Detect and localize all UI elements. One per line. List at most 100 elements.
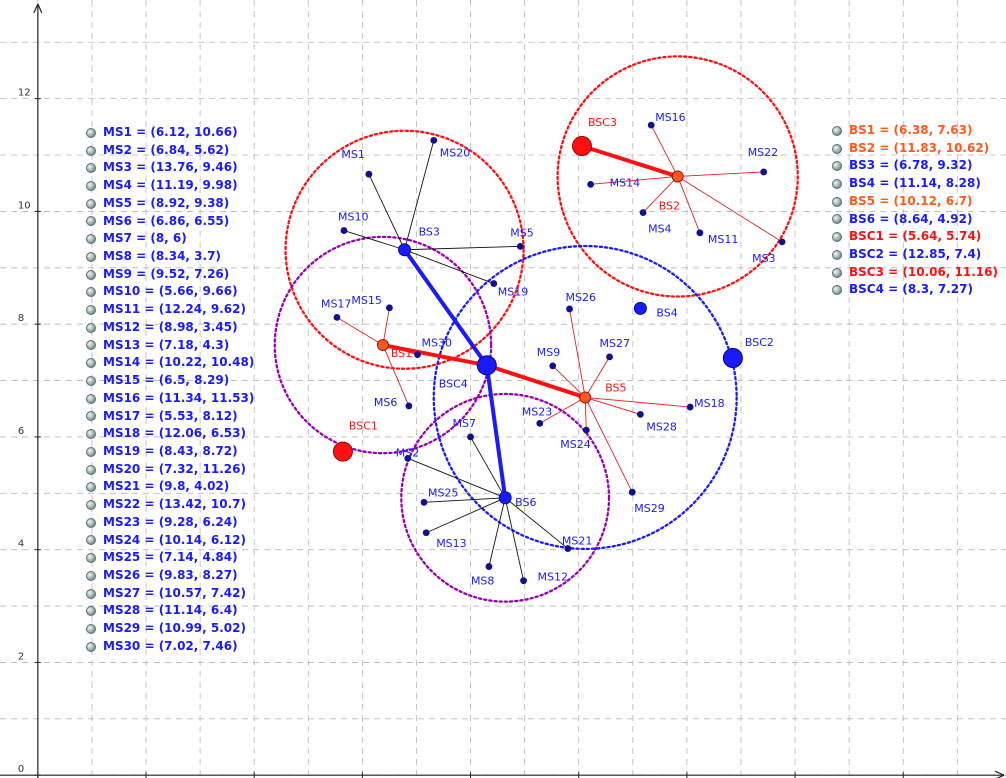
visibility-toggle-icon[interactable] (86, 641, 96, 652)
legend-text: MS3 = (13.76, 9.46) (103, 160, 238, 175)
visibility-toggle-icon[interactable] (86, 287, 96, 298)
visibility-toggle-icon[interactable] (86, 198, 96, 209)
visibility-toggle-icon[interactable] (832, 267, 842, 278)
visibility-toggle-icon[interactable] (86, 358, 96, 369)
legend-entry-bs6[interactable]: BS6 = (8.64, 4.92) (832, 211, 998, 229)
point-ms3 (778, 238, 786, 246)
visibility-toggle-icon[interactable] (86, 216, 96, 227)
coverage-circle-bs6 (400, 392, 611, 603)
visibility-toggle-icon[interactable] (832, 179, 842, 190)
legend-text: MS18 = (12.06, 6.53) (103, 426, 246, 441)
visibility-toggle-icon[interactable] (86, 234, 96, 245)
legend-entry-ms10[interactable]: MS10 = (5.66, 9.66) (86, 283, 254, 301)
visibility-toggle-icon[interactable] (832, 125, 842, 136)
legend-entry-ms2[interactable]: MS2 = (6.84, 5.62) (86, 142, 254, 160)
legend-entry-bsc2[interactable]: BSC2 = (12.85, 7.4) (832, 246, 998, 264)
legend-entry-bsc1[interactable]: BSC1 = (5.64, 5.74) (832, 228, 998, 246)
visibility-toggle-icon[interactable] (86, 464, 96, 475)
legend-text: BSC2 = (12.85, 7.4) (849, 247, 982, 262)
visibility-toggle-icon[interactable] (86, 623, 96, 634)
legend-text: MS12 = (8.98, 3.45) (103, 319, 238, 334)
legend-entry-ms20[interactable]: MS20 = (7.32, 11.26) (86, 461, 254, 479)
visibility-toggle-icon[interactable] (86, 517, 96, 528)
visibility-toggle-icon[interactable] (832, 161, 842, 172)
visibility-toggle-icon[interactable] (86, 340, 96, 351)
visibility-toggle-icon[interactable] (86, 375, 96, 386)
visibility-toggle-icon[interactable] (86, 570, 96, 581)
link-ms7-bs6 (470, 436, 506, 499)
visibility-toggle-icon[interactable] (86, 553, 96, 564)
legend-entry-ms13[interactable]: MS13 = (7.18, 4.3) (86, 337, 254, 355)
legend-entry-ms3[interactable]: MS3 = (13.76, 9.46) (86, 159, 254, 177)
legend-entry-ms22[interactable]: MS22 = (13.42, 10.7) (86, 496, 254, 514)
legend-entry-bsc3[interactable]: BSC3 = (10.06, 11.16) (832, 264, 998, 282)
legend-entry-ms5[interactable]: MS5 = (8.92, 9.38) (86, 195, 254, 213)
link-ms22-bs2 (677, 171, 764, 177)
visibility-toggle-icon[interactable] (832, 143, 842, 154)
visibility-toggle-icon[interactable] (86, 181, 96, 192)
legend-text: MS27 = (10.57, 7.42) (103, 585, 246, 600)
visibility-toggle-icon[interactable] (86, 499, 96, 510)
legend-entry-bsc4[interactable]: BSC4 = (8.3, 7.27) (832, 281, 998, 299)
legend-entry-bs4[interactable]: BS4 = (11.14, 8.28) (832, 175, 998, 193)
visibility-toggle-icon[interactable] (832, 249, 842, 260)
legend-entry-ms26[interactable]: MS26 = (9.83, 8.27) (86, 567, 254, 585)
legend-entry-ms16[interactable]: MS16 = (11.34, 11.53) (86, 390, 254, 408)
legend-entry-ms15[interactable]: MS15 = (6.5, 8.29) (86, 372, 254, 390)
visibility-toggle-icon[interactable] (832, 285, 842, 296)
visibility-toggle-icon[interactable] (86, 305, 96, 316)
legend-entry-ms4[interactable]: MS4 = (11.19, 9.98) (86, 177, 254, 195)
legend-entry-ms12[interactable]: MS12 = (8.98, 3.45) (86, 319, 254, 337)
legend-text: MS25 = (7.14, 4.84) (103, 550, 238, 565)
visibility-toggle-icon[interactable] (86, 145, 96, 156)
visibility-toggle-icon[interactable] (86, 127, 96, 138)
legend-entry-ms23[interactable]: MS23 = (9.28, 6.24) (86, 514, 254, 532)
legend-entry-ms29[interactable]: MS29 = (10.99, 5.02) (86, 620, 254, 638)
visibility-toggle-icon[interactable] (86, 251, 96, 262)
legend-entry-ms30[interactable]: MS30 = (7.02, 7.46) (86, 638, 254, 656)
legend-entry-bs3[interactable]: BS3 = (6.78, 9.32) (832, 157, 998, 175)
legend-entry-ms27[interactable]: MS27 = (10.57, 7.42) (86, 585, 254, 603)
legend-entry-ms18[interactable]: MS18 = (12.06, 6.53) (86, 425, 254, 443)
visibility-toggle-icon[interactable] (832, 214, 842, 225)
legend-entry-ms11[interactable]: MS11 = (12.24, 9.62) (86, 301, 254, 319)
visibility-toggle-icon[interactable] (86, 446, 96, 457)
visibility-toggle-icon[interactable] (86, 411, 96, 422)
legend-text: BSC4 = (8.3, 7.27) (849, 282, 973, 297)
legend-text: BS3 = (6.78, 9.32) (849, 158, 973, 173)
y-tick-label: 6 (18, 426, 24, 437)
visibility-toggle-icon[interactable] (832, 196, 842, 207)
coverage-circle-bs2 (556, 55, 799, 298)
legend-entry-ms9[interactable]: MS9 = (9.52, 7.26) (86, 266, 254, 284)
link-ms2-bs6 (407, 457, 506, 499)
point-ms21 (564, 545, 572, 552)
visibility-toggle-icon[interactable] (86, 269, 96, 280)
legend-entry-bs1[interactable]: BS1 = (6.38, 7.63) (832, 122, 998, 140)
legend-text: MS16 = (11.34, 11.53) (103, 390, 255, 405)
legend-entry-bs2[interactable]: BS2 = (11.83, 10.62) (832, 140, 998, 158)
legend-entry-ms8[interactable]: MS8 = (8.34, 3.7) (86, 248, 254, 266)
point-ms15 (386, 304, 393, 312)
visibility-toggle-icon[interactable] (86, 429, 96, 440)
legend-entry-ms25[interactable]: MS25 = (7.14, 4.84) (86, 549, 254, 567)
visibility-toggle-icon[interactable] (86, 535, 96, 546)
legend-entry-ms17[interactable]: MS17 = (5.53, 8.12) (86, 408, 254, 426)
visibility-toggle-icon[interactable] (86, 588, 96, 599)
visibility-toggle-icon[interactable] (86, 322, 96, 333)
legend-text: MS26 = (9.83, 8.27) (103, 567, 238, 582)
legend-entry-ms1[interactable]: MS1 = (6.12, 10.66) (86, 124, 254, 142)
legend-entry-ms19[interactable]: MS19 = (8.43, 8.72) (86, 443, 254, 461)
legend-entry-ms21[interactable]: MS21 = (9.8, 4.02) (86, 478, 254, 496)
visibility-toggle-icon[interactable] (86, 606, 96, 617)
legend-entry-ms24[interactable]: MS24 = (10.14, 6.12) (86, 532, 254, 550)
visibility-toggle-icon[interactable] (832, 232, 842, 243)
legend-entry-ms7[interactable]: MS7 = (8, 6) (86, 230, 254, 248)
legend-entry-ms14[interactable]: MS14 = (10.22, 10.48) (86, 354, 254, 372)
visibility-toggle-icon[interactable] (86, 163, 96, 174)
legend-entry-bs5[interactable]: BS5 = (10.12, 6.7) (832, 193, 998, 211)
visibility-toggle-icon[interactable] (86, 482, 96, 493)
legend-entry-ms6[interactable]: MS6 = (6.86, 6.55) (86, 213, 254, 231)
link-ms15-bs1 (382, 307, 390, 346)
legend-entry-ms28[interactable]: MS28 = (11.14, 6.4) (86, 602, 254, 620)
visibility-toggle-icon[interactable] (86, 393, 96, 404)
